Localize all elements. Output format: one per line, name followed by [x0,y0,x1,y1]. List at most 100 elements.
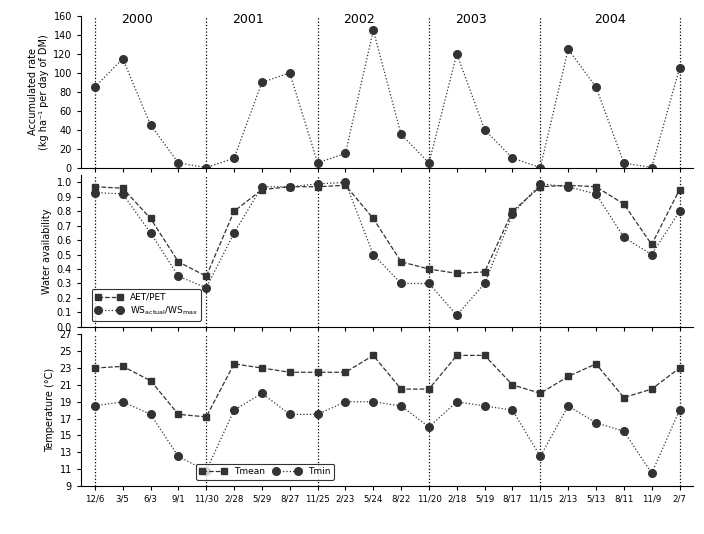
AET/PET [230,208,238,215]
Tmin [536,453,545,460]
AET/PET [620,201,628,207]
Text: 2001: 2001 [232,13,264,26]
Tmin [341,398,350,405]
Tmin [369,398,377,405]
WS$_{\mathregular{actual}}$/WS$_{\mathregular{max}}$ [286,184,294,190]
Text: 2002: 2002 [344,13,375,26]
Tmean [508,382,517,388]
Tmean [620,394,628,400]
Tmean [118,363,127,370]
WS$_{\mathregular{actual}}$/WS$_{\mathregular{max}}$ [508,211,517,217]
AET/PET [146,215,155,222]
Tmean [91,365,99,371]
AET/PET [425,266,433,272]
Tmin [286,411,294,418]
Tmean [202,414,210,420]
Tmin [508,407,517,413]
Tmin [118,398,127,405]
WS$_{\mathregular{actual}}$/WS$_{\mathregular{max}}$ [369,252,377,258]
WS$_{\mathregular{actual}}$/WS$_{\mathregular{max}}$ [230,230,238,236]
WS$_{\mathregular{actual}}$/WS$_{\mathregular{max}}$ [174,273,182,279]
Legend: Tmean, Tmin: Tmean, Tmin [196,464,334,480]
Tmin [230,407,238,413]
AET/PET [313,184,322,190]
AET/PET [453,270,461,277]
Tmin [425,424,433,430]
WS$_{\mathregular{actual}}$/WS$_{\mathregular{max}}$ [118,191,127,197]
AET/PET [174,258,182,265]
Tmin [202,468,210,474]
Tmean [453,352,461,359]
Tmean [369,352,377,359]
AET/PET [675,186,684,193]
WS$_{\mathregular{actual}}$/WS$_{\mathregular{max}}$ [425,280,433,287]
WS$_{\mathregular{actual}}$/WS$_{\mathregular{max}}$ [397,280,406,287]
Tmean [536,390,545,397]
Legend: AET/PET, WS$_{\mathregular{actual}}$/WS$_{\mathregular{max}}$: AET/PET, WS$_{\mathregular{actual}}$/WS$… [92,289,201,321]
AET/PET [480,269,489,275]
Tmean [592,360,601,367]
WS$_{\mathregular{actual}}$/WS$_{\mathregular{max}}$ [202,285,210,291]
AET/PET [536,184,545,190]
AET/PET [397,258,406,265]
Line: WS$_{\mathregular{actual}}$/WS$_{\mathregular{max}}$: WS$_{\mathregular{actual}}$/WS$_{\mathre… [91,178,684,319]
Tmean [397,386,406,392]
AET/PET [648,241,656,248]
Text: 2000: 2000 [120,13,153,26]
AET/PET [118,185,127,191]
Tmin [313,411,322,418]
WS$_{\mathregular{actual}}$/WS$_{\mathregular{max}}$ [480,280,489,287]
AET/PET [91,184,99,190]
Tmin [146,411,155,418]
WS$_{\mathregular{actual}}$/WS$_{\mathregular{max}}$ [341,179,350,186]
Tmin [397,403,406,409]
Tmean [230,360,238,367]
Text: 2004: 2004 [594,13,626,26]
Tmean [480,352,489,359]
AET/PET [341,182,350,189]
Tmin [453,398,461,405]
Tmean [286,369,294,375]
Tmin [648,470,656,476]
AET/PET [258,186,266,193]
Tmean [174,411,182,418]
Tmin [91,403,99,409]
WS$_{\mathregular{actual}}$/WS$_{\mathregular{max}}$ [453,312,461,318]
Tmean [341,369,350,375]
AET/PET [202,273,210,279]
Tmean [675,365,684,371]
Tmin [620,428,628,434]
Line: Tmin: Tmin [91,389,684,477]
Tmean [146,378,155,384]
Y-axis label: Accumulated rate
(kg ha⁻¹ per day of DM): Accumulated rate (kg ha⁻¹ per day of DM) [27,34,49,150]
WS$_{\mathregular{actual}}$/WS$_{\mathregular{max}}$ [91,190,99,196]
Line: AET/PET: AET/PET [92,183,682,279]
Tmin [675,407,684,413]
AET/PET [592,184,601,190]
WS$_{\mathregular{actual}}$/WS$_{\mathregular{max}}$ [258,184,266,190]
AET/PET [564,182,572,189]
Tmean [313,369,322,375]
AET/PET [508,208,517,215]
Tmin [480,403,489,409]
Tmean [564,373,572,380]
Tmin [258,390,266,397]
WS$_{\mathregular{actual}}$/WS$_{\mathregular{max}}$ [620,234,628,240]
Line: Tmean: Tmean [92,352,682,420]
Tmin [174,453,182,460]
Y-axis label: Temperature (°C): Temperature (°C) [45,368,56,452]
WS$_{\mathregular{actual}}$/WS$_{\mathregular{max}}$ [536,180,545,187]
AET/PET [286,184,294,190]
WS$_{\mathregular{actual}}$/WS$_{\mathregular{max}}$ [313,180,322,187]
WS$_{\mathregular{actual}}$/WS$_{\mathregular{max}}$ [592,191,601,197]
WS$_{\mathregular{actual}}$/WS$_{\mathregular{max}}$ [564,184,572,190]
Text: 2003: 2003 [455,13,486,26]
Tmean [258,365,266,371]
Tmin [564,403,572,409]
Tmean [648,386,656,392]
WS$_{\mathregular{actual}}$/WS$_{\mathregular{max}}$ [648,252,656,258]
Tmin [592,420,601,426]
Tmean [425,386,433,392]
Y-axis label: Water availability: Water availability [42,208,52,294]
AET/PET [369,215,377,222]
